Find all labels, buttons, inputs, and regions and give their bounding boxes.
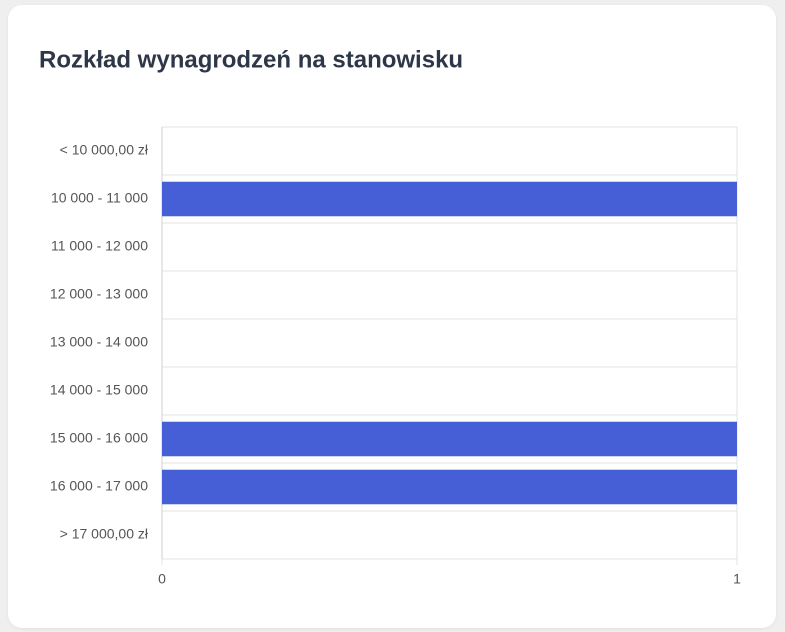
y-tick-label: < 10 000,00 zł	[60, 142, 149, 158]
y-tick-label: 11 000 - 12 000	[51, 238, 148, 254]
y-tick-label: 14 000 - 15 000	[50, 382, 148, 398]
y-tick-label: > 17 000,00 zł	[60, 526, 149, 542]
y-tick-label: 10 000 - 11 000	[51, 190, 148, 206]
card	[8, 5, 776, 628]
y-tick-label: 13 000 - 14 000	[50, 334, 148, 350]
bar	[162, 469, 737, 505]
y-tick-label: 15 000 - 16 000	[50, 430, 148, 446]
y-tick-label: 16 000 - 17 000	[50, 478, 148, 494]
x-tick-label: 1	[733, 571, 741, 587]
y-tick-label: 12 000 - 13 000	[50, 286, 148, 302]
x-tick-label: 0	[158, 571, 166, 587]
bar	[162, 181, 737, 217]
chart-title: Rozkład wynagrodzeń na stanowisku	[39, 46, 463, 73]
bar	[162, 421, 737, 457]
